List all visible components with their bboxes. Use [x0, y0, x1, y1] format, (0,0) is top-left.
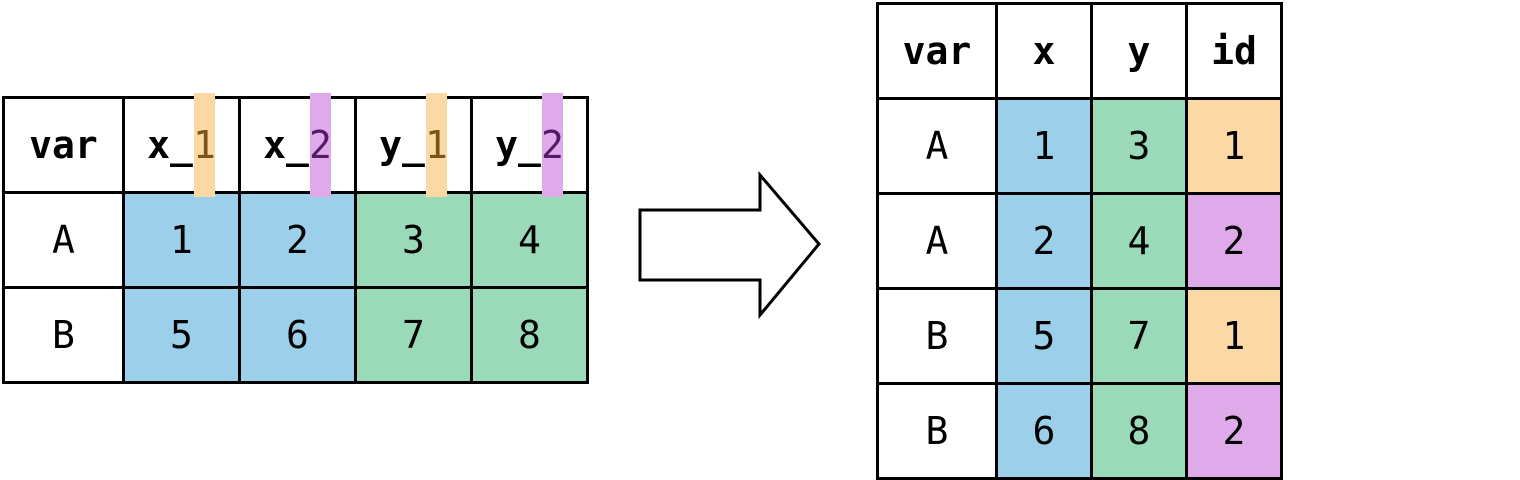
cell-var: B [2, 286, 125, 384]
long-table-row: B 6 8 2 [876, 382, 1283, 480]
cell-id: 2 [1185, 382, 1283, 480]
cell-y: 4 [1090, 192, 1188, 290]
wide-table-row: B 5 6 7 8 [2, 286, 589, 384]
header-y-2-suffix: 2 [540, 93, 564, 197]
cell-var: A [876, 192, 998, 290]
header-y-1-suffix: 1 [424, 93, 448, 197]
cell-id: 1 [1185, 97, 1283, 195]
wide-table: var x_1 x_2 y_1 y_2 A 1 2 3 4 B 5 6 7 8 [2, 93, 589, 384]
cell-x-1: 1 [122, 191, 241, 289]
wide-table-row: A 1 2 3 4 [2, 191, 589, 289]
cell-y-1: 3 [354, 191, 473, 289]
cell-x: 1 [995, 97, 1093, 195]
cell-y: 7 [1090, 287, 1188, 385]
header-var: var [876, 2, 998, 100]
cell-y-1: 7 [354, 286, 473, 384]
cell-x: 2 [995, 192, 1093, 290]
long-table-row: A 1 3 1 [876, 97, 1283, 195]
cell-y-2: 8 [470, 286, 589, 384]
header-x-1-prefix: x_ [147, 123, 193, 167]
header-var: var [2, 96, 125, 194]
header-id: id [1185, 2, 1283, 100]
header-x-2-suffix: 2 [308, 93, 332, 197]
header-y: y [1090, 2, 1188, 100]
long-table-header: var x y id [876, 2, 1283, 100]
header-y-2: y_2 [470, 93, 589, 197]
cell-x-2: 6 [238, 286, 357, 384]
cell-id: 1 [1185, 287, 1283, 385]
header-x-2-prefix: x_ [263, 123, 309, 167]
cell-var: A [2, 191, 125, 289]
cell-x-1: 5 [122, 286, 241, 384]
long-table: var x y id A 1 3 1 A 2 4 2 B 5 7 1 B 6 8… [876, 2, 1283, 480]
cell-x: 5 [995, 287, 1093, 385]
wide-table-header: var x_1 x_2 y_1 y_2 [2, 93, 589, 197]
header-x-2: x_2 [238, 93, 357, 197]
cell-y-2: 4 [470, 191, 589, 289]
cell-var: B [876, 382, 998, 480]
header-x-1-suffix: 1 [192, 93, 216, 197]
header-y-2-prefix: y_ [495, 123, 541, 167]
header-x-1: x_1 [122, 93, 241, 197]
header-x: x [995, 2, 1093, 100]
cell-y: 3 [1090, 97, 1188, 195]
right-arrow-icon [638, 170, 821, 320]
header-y-1: y_1 [354, 93, 473, 197]
cell-x-2: 2 [238, 191, 357, 289]
cell-var: B [876, 287, 998, 385]
cell-id: 2 [1185, 192, 1283, 290]
header-y-1-prefix: y_ [379, 123, 425, 167]
long-table-row: A 2 4 2 [876, 192, 1283, 290]
long-table-row: B 5 7 1 [876, 287, 1283, 385]
cell-x: 6 [995, 382, 1093, 480]
cell-y: 8 [1090, 382, 1188, 480]
cell-var: A [876, 97, 998, 195]
